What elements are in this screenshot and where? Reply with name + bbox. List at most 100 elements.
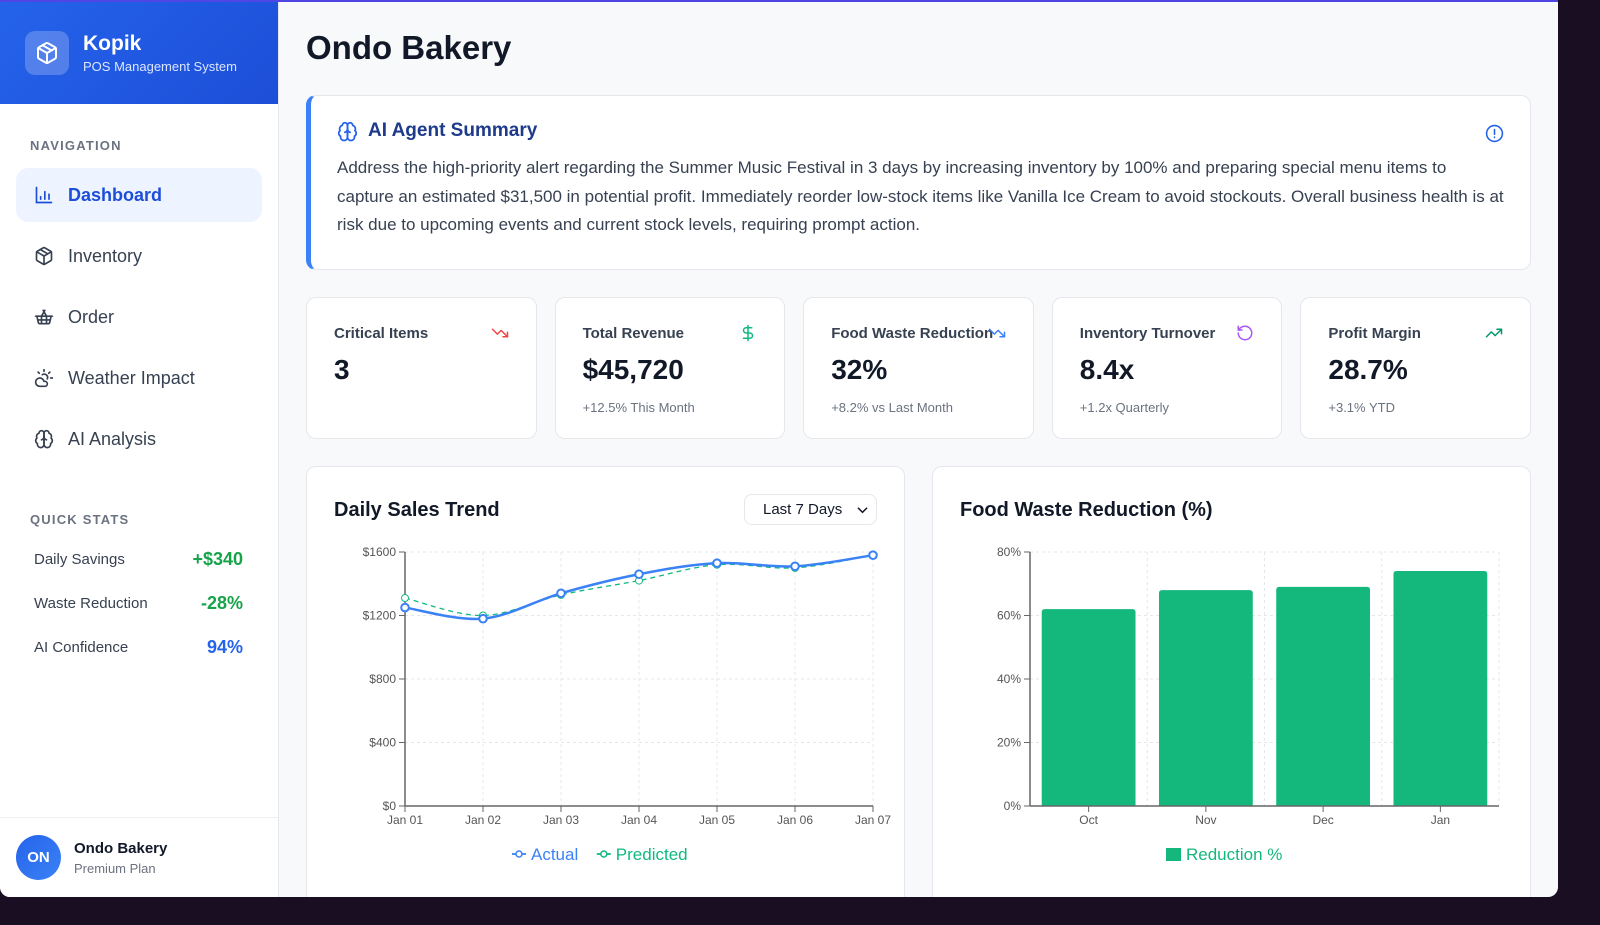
x-tick-label: Jan 04 (621, 813, 657, 827)
sidebar-item-dashboard[interactable]: Dashboard (16, 168, 262, 222)
kpi-subtext: +1.2x Quarterly (1079, 400, 1170, 415)
daily-sales-line-chart: $0 $400 $800 $1200 $1600 Jan 01 Jan 02 Jan 03 Ja… (363, 545, 892, 864)
stat-value: -28% (200, 592, 243, 613)
x-tick-label: Nov (1195, 813, 1216, 827)
date-range-select[interactable]: Last 7 Days (744, 494, 877, 525)
kpi-critical-items: Critical Items 3 (306, 297, 537, 439)
data-point-actual (868, 550, 878, 560)
brain-icon (34, 429, 54, 449)
user-profile[interactable]: ON Ondo Bakery Premium Plan (0, 817, 278, 897)
chart-title: Food Waste Reduction (%) (960, 499, 1213, 521)
sidebar-item-label: Weather Impact (68, 367, 195, 388)
x-tick-label: Jan 02 (465, 813, 501, 827)
kpi-title: Critical Items (334, 325, 429, 342)
stat-value: 94% (206, 636, 243, 657)
kpi-subtext: +12.5% This Month (582, 400, 695, 415)
daily-sales-card: Daily Sales Trend Last 7 Days $0 $400 $800… (306, 466, 905, 897)
bar-oct (1041, 609, 1136, 806)
data-point-actual (712, 558, 722, 568)
sidebar-nav: Dashboard Inventory Order Weather Impact… (0, 168, 278, 466)
kpi-row: Critical Items 3 Total Revenue $45,720 +… (306, 297, 1531, 439)
kpi-profit-margin: Profit Margin 28.7% +3.1% YTD (1300, 297, 1531, 439)
kpi-title: Inventory Turnover (1079, 325, 1216, 342)
data-point-actual (634, 569, 644, 580)
trending-up-icon (1485, 328, 1503, 338)
legend-marker (600, 850, 608, 858)
quick-stat-ai-confidence: AI Confidence 94% (0, 625, 278, 669)
sidebar-item-order[interactable]: Order (16, 290, 262, 344)
quick-stats-label: QUICK STATS (30, 512, 130, 527)
legend-item-actual: Actual (512, 845, 578, 864)
box-logo-icon (25, 31, 69, 75)
x-tick-label: Jan 03 (543, 813, 579, 827)
kpi-value: $45,720 (582, 354, 684, 385)
x-tick-label: Dec (1312, 813, 1333, 827)
box-icon (35, 246, 53, 266)
y-tick-label: $400 (369, 736, 396, 750)
sidebar-item-label: Dashboard (68, 184, 163, 205)
legend-label: Reduction % (1186, 845, 1282, 864)
kpi-title: Food Waste Reduction (831, 325, 994, 342)
x-tick-label: Oct (1079, 813, 1098, 827)
sidebar-item-label: Inventory (68, 245, 143, 266)
kpi-total-revenue: Total Revenue $45,720 +12.5% This Month (554, 297, 786, 439)
brand-header: Kopik POS Management System (0, 2, 278, 104)
cloud-sun-icon (34, 368, 54, 388)
bar-jan (1393, 571, 1488, 806)
date-range-value: Last 7 Days (763, 501, 843, 518)
data-point-actual (556, 588, 566, 599)
legend-marker (515, 850, 523, 858)
x-tick-label: Jan 05 (699, 813, 735, 827)
x-tick-label: Jan 07 (855, 813, 891, 827)
sidebar: Kopik POS Management System NAVIGATION D… (0, 2, 279, 897)
legend-label: Predicted (616, 845, 688, 864)
profile-plan: Premium Plan (74, 860, 156, 876)
food-waste-card: Food Waste Reduction (%) 0% 20% 40% 60% 80% O… (932, 466, 1531, 897)
y-tick-label: 40% (997, 672, 1021, 686)
sidebar-item-weather-impact[interactable]: Weather Impact (16, 351, 262, 405)
alert-circle-icon[interactable] (1485, 124, 1504, 143)
y-tick-label: $1200 (363, 609, 397, 623)
chart-title: Daily Sales Trend (334, 499, 500, 521)
summary-text: Address the high-priority alert regardin… (337, 158, 1504, 234)
basket-icon (34, 309, 54, 325)
quick-stat-waste-reduction: Waste Reduction -28% (0, 581, 278, 625)
dollar-icon (742, 324, 754, 342)
stat-label: Waste Reduction (34, 594, 148, 612)
kpi-value: 8.4x (1079, 354, 1135, 385)
chevron-down-icon (857, 507, 868, 514)
kpi-value: 3 (334, 354, 350, 385)
x-tick-label: Jan 01 (387, 813, 423, 827)
trending-down-icon (491, 328, 508, 338)
sidebar-item-ai-analysis[interactable]: AI Analysis (16, 412, 262, 466)
main-content: Ondo Bakery AI Agent Summary Address the… (279, 2, 1558, 897)
sidebar-item-inventory[interactable]: Inventory (16, 229, 262, 283)
data-point-actual (478, 613, 488, 624)
data-point-actual (790, 561, 800, 572)
bar-nov (1158, 590, 1253, 806)
brain-icon (337, 121, 358, 141)
stat-label: AI Confidence (34, 638, 129, 656)
kpi-value: 28.7% (1328, 354, 1408, 385)
y-tick-label: $800 (369, 672, 396, 686)
summary-title: AI Agent Summary (368, 120, 538, 141)
kpi-food-waste-reduction: Food Waste Reduction 32% +8.2% vs Last M… (803, 297, 1034, 439)
quick-stat-daily-savings: Daily Savings +$340 (0, 537, 278, 581)
sidebar-item-label: Order (68, 306, 115, 327)
y-tick-label: 0% (1004, 799, 1022, 813)
ai-summary-card: AI Agent Summary Address the high-priori… (306, 95, 1531, 270)
navigation-label: NAVIGATION (30, 138, 122, 153)
kpi-value: 32% (831, 354, 888, 385)
y-tick-label: $0 (383, 799, 397, 813)
brand-title: Kopik (83, 32, 142, 55)
legend-label: Actual (531, 845, 578, 864)
profile-name: Ondo Bakery (74, 839, 168, 857)
page-title: Ondo Bakery (306, 29, 512, 66)
sidebar-item-label: AI Analysis (68, 428, 157, 449)
stat-value: +$340 (192, 548, 243, 569)
avatar: ON (16, 835, 61, 880)
kpi-title: Total Revenue (582, 325, 685, 342)
app-window: Kopik POS Management System NAVIGATION D… (0, 0, 1558, 897)
y-tick-label: 20% (997, 736, 1021, 750)
legend-item-predicted: Predicted (596, 845, 688, 864)
